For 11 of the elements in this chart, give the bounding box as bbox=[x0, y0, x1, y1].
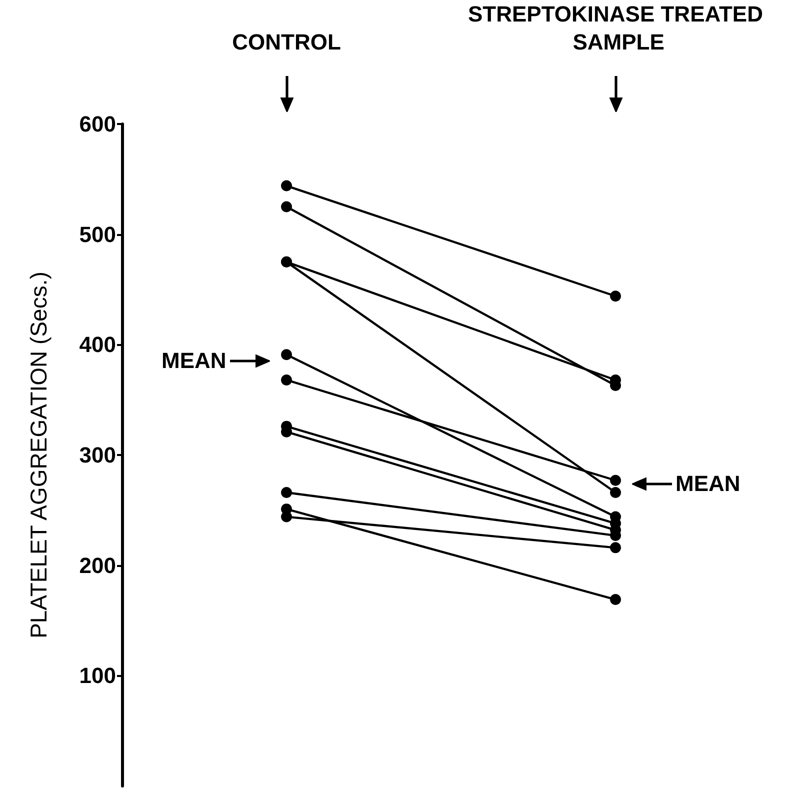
annotation: MEAN bbox=[162, 348, 226, 374]
x-tick-label: CONTROL bbox=[232, 30, 341, 54]
y-tick-label: 300 bbox=[79, 442, 116, 468]
y-tick-label: 400 bbox=[79, 332, 116, 358]
y-axis-title: PLATELET AGGREGATION (Secs.) bbox=[26, 272, 52, 638]
y-tick-label: 200 bbox=[79, 552, 116, 578]
y-tick-label: 500 bbox=[79, 222, 116, 247]
x-tick-label: STREPTOKINASE TREATED SAMPLE bbox=[468, 2, 763, 54]
annotation: MEAN bbox=[676, 470, 740, 497]
y-tick-label: 100 bbox=[79, 663, 116, 688]
y-tick-label: 600 bbox=[79, 112, 116, 136]
